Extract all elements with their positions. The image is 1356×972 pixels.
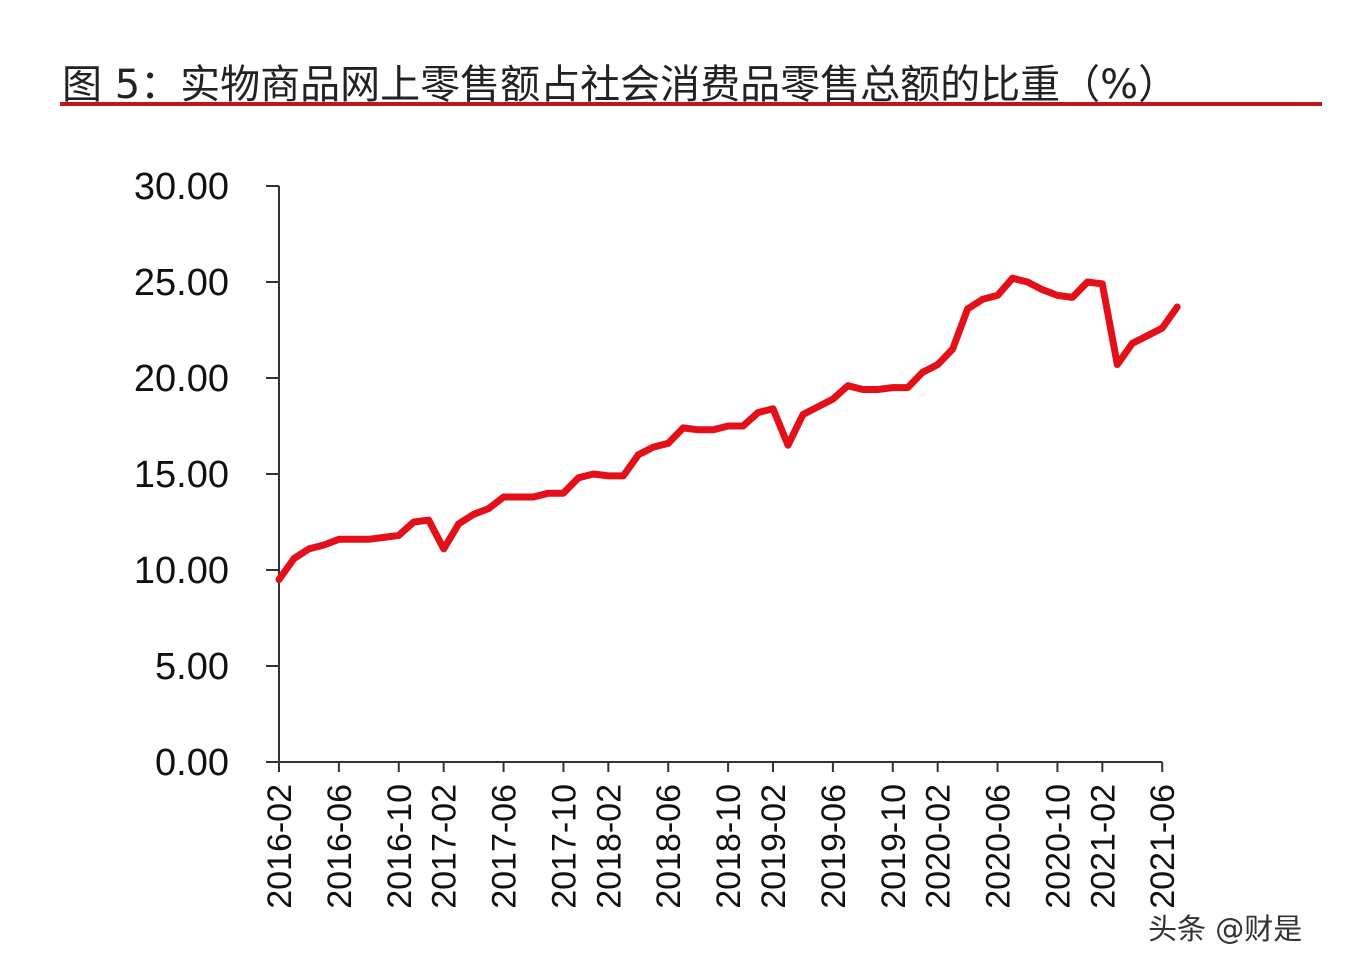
x-tick-label: 2020-10 bbox=[1039, 784, 1077, 909]
y-tick-label: 0.00 bbox=[155, 742, 229, 784]
x-tick-label: 2021-06 bbox=[1144, 784, 1182, 909]
data-point bbox=[548, 492, 549, 494]
data-point bbox=[667, 442, 669, 444]
data-point bbox=[712, 429, 714, 431]
data-point bbox=[1176, 306, 1178, 308]
data-point bbox=[323, 544, 325, 546]
data-point bbox=[518, 496, 519, 498]
data-point bbox=[682, 427, 684, 429]
data-point bbox=[757, 412, 759, 414]
data-point bbox=[428, 519, 430, 521]
data-point bbox=[278, 579, 280, 581]
data-point bbox=[787, 444, 789, 446]
data-point bbox=[413, 521, 415, 523]
x-tick-label: 2021-02 bbox=[1084, 784, 1122, 909]
data-point bbox=[293, 558, 295, 559]
x-tick-label: 2020-06 bbox=[980, 784, 1018, 909]
data-point bbox=[443, 548, 445, 550]
data-point bbox=[877, 389, 879, 390]
data-point bbox=[562, 492, 564, 494]
data-point bbox=[997, 294, 999, 296]
data-point bbox=[577, 477, 579, 479]
y-tick-label: 10.00 bbox=[134, 550, 229, 592]
series-group bbox=[275, 274, 1181, 584]
data-point bbox=[802, 414, 804, 415]
data-point bbox=[637, 454, 639, 456]
data-point bbox=[607, 475, 609, 477]
x-axis: 2016-02 2016-06 2016-10 2017-02 2017-06 2017-… bbox=[261, 761, 1182, 909]
data-point bbox=[353, 538, 355, 540]
x-tick-label: 2019-02 bbox=[755, 784, 793, 909]
data-point bbox=[817, 406, 819, 408]
data-point bbox=[907, 387, 909, 389]
x-tick-label: 2018-02 bbox=[590, 784, 628, 909]
data-point bbox=[1131, 342, 1133, 344]
data-point bbox=[473, 513, 475, 515]
data-point bbox=[338, 538, 340, 540]
data-point bbox=[862, 389, 864, 390]
x-tick-label: 2020-02 bbox=[920, 784, 958, 909]
x-tick-label: 2017-10 bbox=[545, 784, 583, 909]
data-point bbox=[937, 364, 939, 366]
x-tick-label: 2016-06 bbox=[321, 784, 359, 909]
data-point bbox=[368, 538, 370, 540]
data-point bbox=[892, 387, 894, 389]
data-point bbox=[1116, 364, 1118, 366]
x-tick-label: 2016-02 bbox=[261, 784, 299, 909]
data-point bbox=[383, 536, 385, 538]
data-point bbox=[982, 298, 984, 300]
data-point bbox=[1086, 281, 1088, 283]
data-point bbox=[503, 496, 505, 498]
data-point bbox=[458, 523, 460, 525]
y-tick-label: 15.00 bbox=[134, 454, 229, 496]
data-point bbox=[1161, 327, 1163, 329]
watermark: 头条 @财是 bbox=[1148, 912, 1303, 946]
data-point bbox=[727, 425, 729, 427]
data-point bbox=[533, 496, 534, 498]
data-point bbox=[652, 446, 654, 448]
data-point bbox=[1101, 283, 1103, 285]
x-tick-label: 2018-10 bbox=[710, 784, 748, 909]
data-point bbox=[1027, 281, 1028, 283]
data-point bbox=[1012, 277, 1013, 279]
x-tick-label: 2018-06 bbox=[650, 784, 688, 909]
data-point bbox=[1071, 296, 1073, 298]
x-tick-label: 2017-02 bbox=[426, 784, 464, 909]
data-point bbox=[952, 348, 954, 350]
figure-title: 图 5：实物商品网上零售额占社会消费品零售总额的比重（%） bbox=[62, 62, 1179, 108]
data-point bbox=[772, 408, 774, 410]
data-point bbox=[742, 425, 744, 427]
x-tick-label: 2019-10 bbox=[875, 784, 913, 909]
data-point bbox=[1042, 289, 1043, 291]
title-rule bbox=[60, 102, 1322, 106]
data-point bbox=[1146, 335, 1148, 337]
x-tick-label: 2019-06 bbox=[815, 784, 853, 909]
data-point bbox=[832, 398, 834, 400]
data-point bbox=[398, 534, 400, 536]
data-point bbox=[1056, 294, 1058, 296]
data-point bbox=[308, 548, 310, 550]
data-point bbox=[922, 371, 924, 373]
data-point bbox=[592, 473, 594, 475]
data-point bbox=[697, 429, 699, 431]
data-point bbox=[488, 508, 490, 510]
y-tick-label: 30.00 bbox=[134, 166, 229, 208]
y-axis: 0.00 5.00 10.00 15.00 20.00 25.00 30.00 bbox=[134, 166, 280, 784]
y-tick-label: 5.00 bbox=[155, 646, 229, 688]
x-tick-label: 2017-06 bbox=[486, 784, 524, 909]
data-point bbox=[622, 475, 624, 477]
series-line bbox=[275, 274, 1181, 584]
x-tick-label: 2016-10 bbox=[381, 784, 419, 909]
y-tick-label: 20.00 bbox=[134, 358, 229, 400]
y-tick-label: 25.00 bbox=[134, 262, 229, 304]
data-point bbox=[967, 308, 969, 310]
data-point bbox=[847, 385, 849, 387]
